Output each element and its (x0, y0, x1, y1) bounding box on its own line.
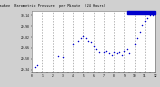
Point (118, 51, 120, 53)
Point (87, 40, 90, 42)
Point (108, 53, 110, 54)
Point (113, 51, 115, 53)
Point (82, 36, 85, 37)
Point (72, 43, 74, 44)
Point (97, 51, 100, 53)
Point (61, 57, 64, 58)
Text: Milwaukee  Barometric Pressure  per Minute  (24 Hours): Milwaukee Barometric Pressure per Minute… (0, 4, 105, 8)
Point (120, 54, 123, 55)
Point (95, 49, 97, 50)
Point (144, 20, 146, 21)
Point (126, 49, 128, 50)
Point (133, 43, 136, 44)
Point (146, 17, 149, 19)
Point (36, 65, 38, 66)
Point (149, 15, 151, 16)
Point (90, 42, 92, 43)
Point (141, 24, 144, 26)
Point (138, 31, 141, 32)
Point (115, 53, 118, 54)
Point (136, 38, 138, 39)
Point (151, 14, 154, 15)
Point (110, 54, 113, 55)
Point (154, 13, 156, 15)
Bar (127, 11, 155, 14)
Point (77, 40, 80, 42)
Point (80, 38, 82, 39)
Point (92, 46, 95, 47)
Point (103, 51, 105, 53)
Point (128, 53, 131, 54)
Point (105, 50, 108, 51)
Point (85, 38, 87, 39)
Point (56, 55, 59, 57)
Point (123, 50, 126, 51)
Point (33, 66, 36, 68)
